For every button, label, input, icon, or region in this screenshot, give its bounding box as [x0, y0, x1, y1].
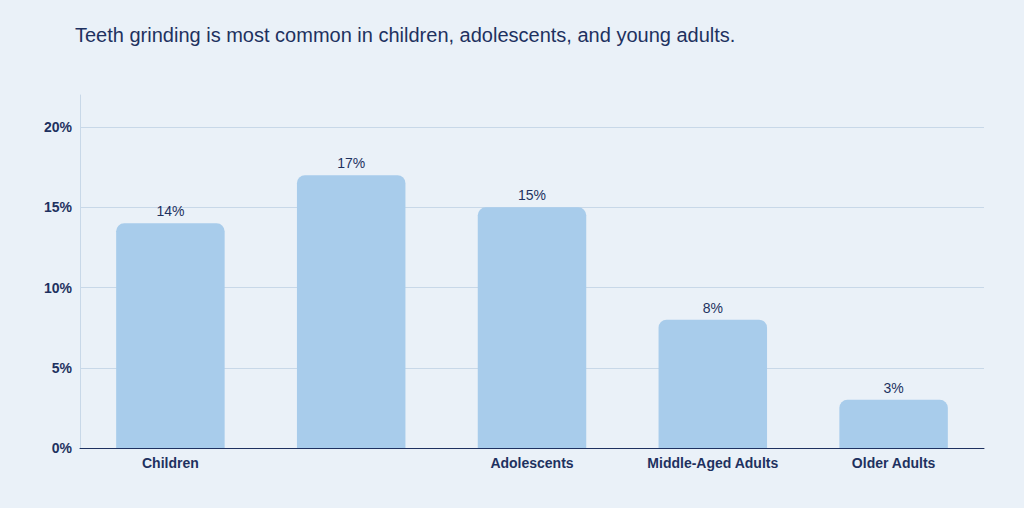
svg-text:20%: 20% — [44, 119, 73, 135]
svg-text:Middle-Aged Adults: Middle-Aged Adults — [647, 455, 778, 471]
svg-text:5%: 5% — [52, 360, 73, 376]
svg-text:15%: 15% — [44, 199, 73, 215]
svg-text:14%: 14% — [156, 203, 184, 219]
svg-text:8%: 8% — [703, 300, 723, 316]
svg-text:Children: Children — [142, 455, 199, 471]
svg-text:0%: 0% — [52, 440, 73, 456]
svg-text:3%: 3% — [883, 380, 903, 396]
svg-text:10%: 10% — [44, 280, 73, 296]
svg-text:Adolescents: Adolescents — [490, 455, 573, 471]
svg-text:Older Adults: Older Adults — [852, 455, 936, 471]
svg-text:15%: 15% — [518, 187, 546, 203]
svg-text:17%: 17% — [337, 155, 365, 171]
svg-text:Teeth grinding is most common: Teeth grinding is most common in childre… — [75, 24, 735, 46]
